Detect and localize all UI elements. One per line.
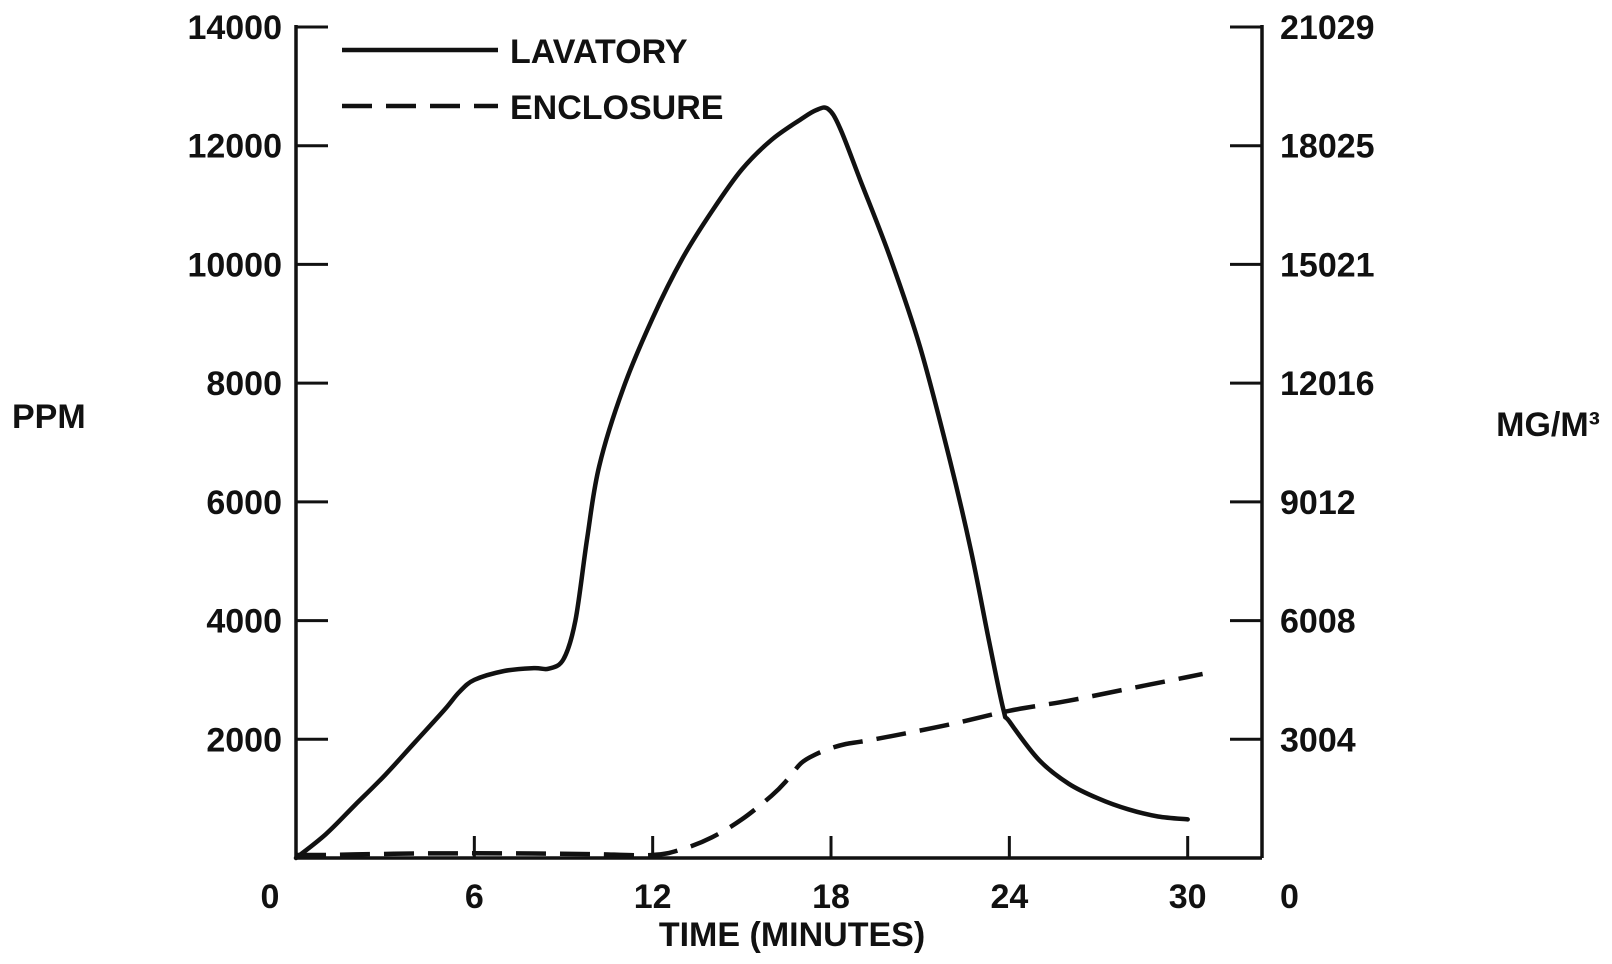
y-tick-label-right: 12016 xyxy=(1280,365,1375,403)
y-tick-label-right: 6008 xyxy=(1280,603,1356,641)
legend: LAVATORY ENCLOSURE xyxy=(342,33,723,127)
x-tick-label: 12 xyxy=(634,878,672,916)
x-tick-label: 6 xyxy=(465,878,484,916)
y-tick-label-left: 4000 xyxy=(206,603,282,641)
x-tick-label: 18 xyxy=(812,878,850,916)
axes xyxy=(294,25,1264,860)
y-tick-label-right: 15021 xyxy=(1280,246,1375,284)
x-tick-label: 30 xyxy=(1169,878,1207,916)
y-tick-label-left: 12000 xyxy=(187,128,282,166)
ticks: 0 6 12 18 24 30 2000 4000 6000 8000 10000 12000 1400… xyxy=(187,9,1374,916)
y-axis-title-right: MG/M³ xyxy=(1496,406,1600,444)
y-tick-label-right: 0 xyxy=(1280,878,1299,916)
y-tick-label-left: 10000 xyxy=(187,246,282,284)
y-tick-label-right: 18025 xyxy=(1280,128,1375,166)
plot-lines xyxy=(293,105,1204,861)
legend-label-lavatory: LAVATORY xyxy=(510,33,688,71)
series-line-enclosure xyxy=(295,671,1204,858)
y-tick-label-right: 3004 xyxy=(1280,721,1356,759)
y-tick-label-left: 2000 xyxy=(206,721,282,759)
series-line-lavatory xyxy=(293,105,1190,861)
y-tick-label-left: 6000 xyxy=(206,484,282,522)
y-tick-label-right: 21029 xyxy=(1280,9,1375,47)
x-tick-label: 24 xyxy=(990,878,1028,916)
y-tick-label-left: 14000 xyxy=(187,9,282,47)
y-tick-label-right: 9012 xyxy=(1280,484,1356,522)
y-tick-label-left: 8000 xyxy=(206,365,282,403)
y-axis-title-left: PPM xyxy=(12,398,86,436)
x-tick-label: 0 xyxy=(261,878,280,916)
x-axis-title: TIME (MINUTES) xyxy=(659,916,925,954)
legend-label-enclosure: ENCLOSURE xyxy=(510,89,723,127)
